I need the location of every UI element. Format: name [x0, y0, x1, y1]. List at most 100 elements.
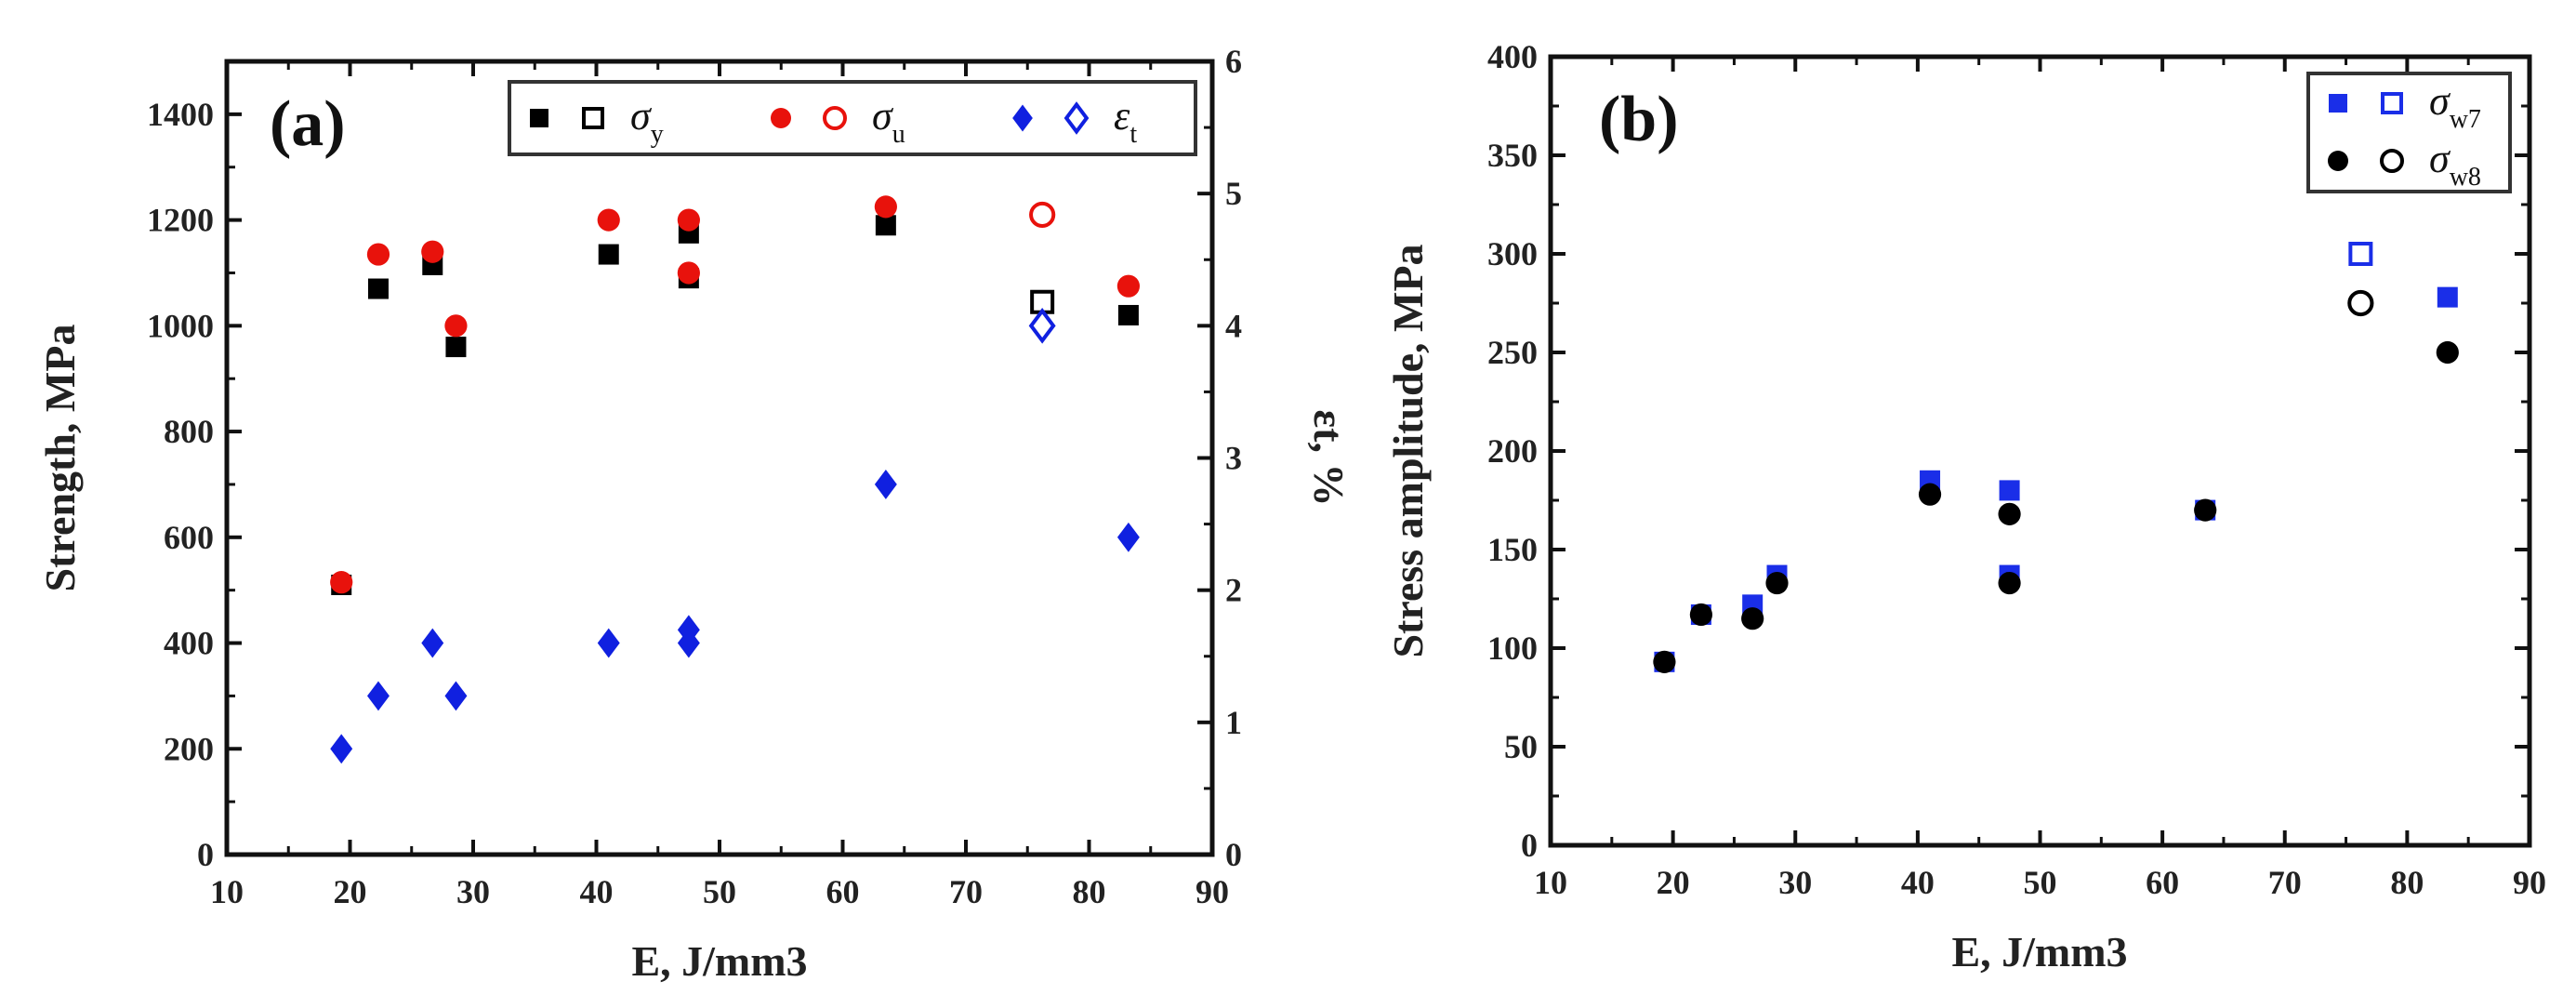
- legend-label: σw8: [2429, 136, 2481, 192]
- legend-marker-open: [2380, 149, 2404, 173]
- x-tick-label: 80: [2390, 864, 2424, 901]
- legend-marker-open: [2381, 92, 2403, 114]
- data-point-circle: [2347, 289, 2374, 317]
- legend-marker-open: [823, 106, 847, 130]
- data-point-circle: [421, 240, 444, 263]
- data-point-diamond: [597, 628, 620, 658]
- y-tick-label: 50: [1504, 728, 1538, 765]
- y2-tick-label: 1: [1225, 704, 1242, 741]
- y-tick-label: 1000: [147, 307, 214, 344]
- legend-marker-open: [582, 107, 604, 129]
- y-axis-title: Stress amplitude, MPa: [1384, 244, 1432, 657]
- y-tick-label: 300: [1487, 235, 1538, 272]
- y-tick-label: 150: [1487, 531, 1538, 568]
- y2-tick-label: 5: [1225, 175, 1242, 212]
- y-axis-title: Strength, MPa: [36, 325, 84, 592]
- y2-axis-title: εt, %: [1305, 410, 1353, 507]
- y-tick-label: 0: [1521, 827, 1538, 864]
- data-point-circle: [330, 571, 353, 594]
- legend-marker-open: [1063, 101, 1090, 135]
- panel-label: (a): [270, 88, 346, 160]
- data-point-circle: [1689, 603, 1712, 627]
- data-point-square: [875, 215, 896, 236]
- x-tick-label: 60: [826, 873, 860, 910]
- data-point-diamond: [330, 734, 353, 764]
- x-tick-label: 20: [334, 873, 367, 910]
- x-tick-label: 70: [2268, 864, 2302, 901]
- legend-marker-filled: [2328, 151, 2348, 171]
- panel-a-strength-chart: E, J/mm3 10 20 30 40 50 60 70 80 900200400600800…: [36, 43, 1353, 985]
- data-point-circle: [1029, 201, 1056, 229]
- x-tick-label: 80: [1073, 873, 1106, 910]
- legend-marker-filled: [771, 108, 791, 128]
- data-point-circle: [677, 261, 700, 285]
- data-point-diamond: [677, 615, 700, 645]
- x-tick-label: 50: [703, 873, 736, 910]
- x-tick-label: 50: [2024, 864, 2057, 901]
- y-tick-label: 200: [164, 730, 214, 767]
- x-tick-label: 20: [1657, 864, 1690, 901]
- data-point-diamond: [444, 681, 468, 711]
- y-tick-label: 400: [1487, 38, 1538, 75]
- legend: σy σu εt: [508, 80, 1197, 156]
- y2-tick-label: 6: [1225, 43, 1242, 80]
- series-y: [331, 215, 1139, 595]
- x-tick-label: 90: [2513, 864, 2546, 901]
- data-point-circle: [1998, 502, 2021, 525]
- data-point-square: [598, 244, 619, 265]
- x-tick-label: 10: [1534, 864, 1567, 901]
- y-tick-label: 1400: [147, 96, 214, 133]
- y-tick-label: 0: [197, 836, 214, 873]
- y2-tick-label: 4: [1225, 307, 1242, 344]
- x-tick-label: 10: [210, 873, 244, 910]
- x-tick-label: 40: [580, 873, 614, 910]
- legend-marker-filled: [530, 109, 548, 127]
- data-point-circle: [1653, 650, 1676, 673]
- series-u: [330, 195, 1140, 594]
- data-point-circle: [597, 208, 620, 232]
- legend-box: [2306, 72, 2512, 193]
- series-w8: [1653, 289, 2459, 673]
- y-tick-label: 200: [1487, 432, 1538, 470]
- y-tick-label: 400: [164, 625, 214, 662]
- y2-tick-label: 2: [1225, 572, 1242, 609]
- data-point-diamond: [1116, 522, 1140, 552]
- data-point-square: [1999, 480, 2020, 501]
- legend-marker-filled: [1012, 104, 1033, 132]
- panel-label: (b): [1599, 84, 1679, 155]
- legend-label: σu: [872, 93, 905, 149]
- series-w7: [1654, 242, 2458, 672]
- y2-tick-label: 3: [1225, 440, 1242, 477]
- data-point-circle: [1998, 571, 2021, 595]
- data-point-circle: [1116, 274, 1140, 298]
- data-point-diamond: [367, 681, 390, 711]
- y2-tick-label: 0: [1225, 836, 1242, 873]
- x-axis-title: E, J/mm3: [631, 937, 807, 985]
- series-t: [330, 308, 1140, 764]
- data-point-circle: [874, 195, 897, 219]
- legend-label: εt: [1114, 93, 1137, 149]
- y-tick-label: 350: [1487, 137, 1538, 174]
- data-point-circle: [1918, 483, 1942, 506]
- data-point-diamond: [1028, 308, 1056, 344]
- data-point-circle: [2436, 340, 2459, 365]
- data-point-circle: [444, 314, 468, 338]
- x-axis-title: E, J/mm3: [1951, 928, 2127, 975]
- x-tick-label: 30: [1778, 864, 1812, 901]
- legend-marker-filled: [2329, 94, 2347, 113]
- y-tick-label: 600: [164, 519, 214, 556]
- x-tick-label: 70: [949, 873, 983, 910]
- x-tick-label: 30: [456, 873, 490, 910]
- x-tick-label: 90: [1196, 873, 1229, 910]
- y-tick-label: 100: [1487, 630, 1538, 667]
- data-point-circle: [1741, 607, 1764, 630]
- legend-box: [508, 80, 1197, 156]
- data-point-square: [2348, 242, 2373, 266]
- data-point-circle: [677, 208, 700, 232]
- data-point-square: [2437, 286, 2458, 308]
- x-tick-label: 60: [2146, 864, 2179, 901]
- data-point-circle: [366, 243, 390, 266]
- y-tick-label: 1200: [147, 202, 214, 239]
